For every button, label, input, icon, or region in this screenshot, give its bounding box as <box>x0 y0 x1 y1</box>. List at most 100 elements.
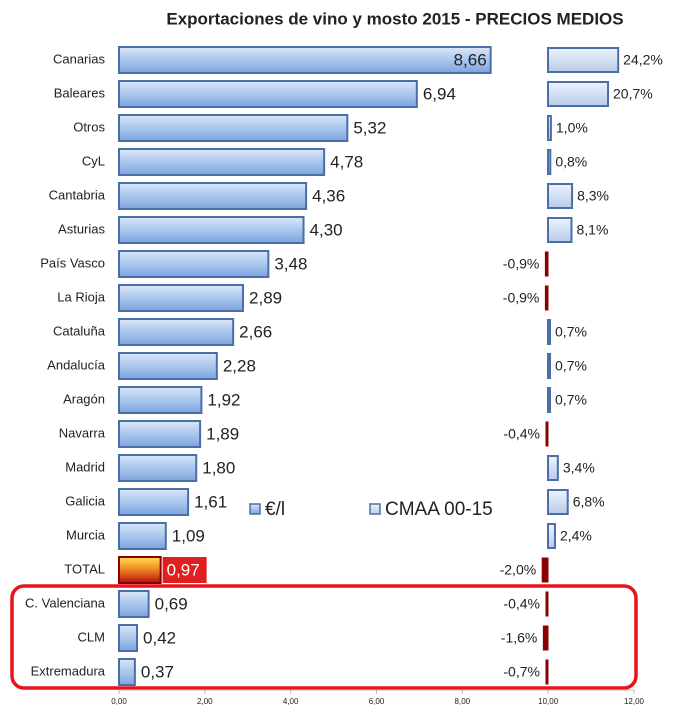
bar <box>118 386 203 414</box>
bar <box>118 624 139 652</box>
x-tick-label: 8,00 <box>455 697 471 706</box>
value-label: -1,6% <box>501 630 538 646</box>
bar <box>118 590 150 618</box>
bar <box>118 182 308 210</box>
value-label: 3,48 <box>274 254 307 273</box>
category-label: La Rioja <box>57 289 105 304</box>
x-tick-label: 4,00 <box>283 697 299 706</box>
bar <box>547 183 574 209</box>
x-tick-label: 6,00 <box>369 697 385 706</box>
category-label: Baleares <box>54 85 106 100</box>
bar <box>118 488 190 516</box>
bar <box>542 625 549 651</box>
bar <box>547 523 556 549</box>
x-tick-label: 2,00 <box>197 697 213 706</box>
value-label: 1,0% <box>556 120 588 136</box>
value-label: 8,3% <box>577 188 609 204</box>
category-label: Navarra <box>59 425 106 440</box>
bar <box>547 455 559 481</box>
chart-title: Exportaciones de vino y mosto 2015 - PRE… <box>166 9 623 28</box>
value-label: 1,09 <box>172 526 205 545</box>
value-label: 0,69 <box>155 594 188 613</box>
value-label: 1,61 <box>194 492 227 511</box>
category-label: Madrid <box>65 459 105 474</box>
bar <box>547 353 552 379</box>
bar <box>118 250 270 278</box>
legend-swatch <box>369 503 381 515</box>
bar <box>118 284 245 312</box>
legend-swatch <box>249 503 261 515</box>
value-label: 0,97 <box>167 560 200 579</box>
bar <box>118 658 136 686</box>
bar <box>544 285 549 311</box>
bar <box>541 557 549 583</box>
bar <box>545 421 549 447</box>
value-label: 2,28 <box>223 356 256 375</box>
value-label: 8,1% <box>576 222 608 238</box>
value-label: 3,4% <box>563 460 595 476</box>
category-label: Otros <box>73 119 105 134</box>
bar <box>547 81 610 107</box>
value-label: 4,36 <box>312 186 345 205</box>
category-label: Canarias <box>53 51 106 66</box>
category-label: Murcia <box>66 527 106 542</box>
value-label: 0,7% <box>555 392 587 408</box>
value-label: 1,80 <box>202 458 235 477</box>
bar <box>118 522 167 550</box>
value-label: -0,4% <box>503 426 540 442</box>
category-label: Andalucía <box>47 357 106 372</box>
category-label: CyL <box>82 153 105 168</box>
category-label: Asturias <box>58 221 105 236</box>
value-label: 1,92 <box>207 390 240 409</box>
value-label: 2,66 <box>239 322 272 341</box>
x-tick-label: 12,00 <box>624 697 645 706</box>
value-label: 20,7% <box>613 86 653 102</box>
category-label: C. Valenciana <box>25 595 106 610</box>
value-label: 0,7% <box>555 324 587 340</box>
category-label: Cataluña <box>53 323 106 338</box>
bar <box>547 149 552 175</box>
bar <box>118 80 418 108</box>
bar <box>118 148 326 176</box>
category-label: CLM <box>78 629 105 644</box>
category-label: Aragón <box>63 391 105 406</box>
category-label: País Vasco <box>40 255 105 270</box>
value-label: 5,32 <box>353 118 386 137</box>
value-label: 2,4% <box>560 528 592 544</box>
x-tick-label: 10,00 <box>538 697 559 706</box>
value-label: 24,2% <box>623 52 663 68</box>
value-label: 4,30 <box>310 220 343 239</box>
value-label: 6,94 <box>423 84 456 103</box>
value-label: 6,8% <box>573 494 605 510</box>
bar <box>118 454 198 482</box>
value-label-bg <box>162 557 207 583</box>
bar <box>544 251 549 277</box>
bar <box>545 591 549 617</box>
value-label: 1,89 <box>206 424 239 443</box>
value-label: -2,0% <box>500 562 537 578</box>
value-label: 0,37 <box>141 662 174 681</box>
value-label: -0,9% <box>503 256 540 272</box>
category-label: Extremadura <box>31 663 106 678</box>
bar <box>547 217 573 243</box>
bar <box>547 319 552 345</box>
value-label: 0,7% <box>555 358 587 374</box>
bar <box>547 387 552 413</box>
value-label: 0,42 <box>143 628 176 647</box>
category-label: TOTAL <box>64 561 105 576</box>
legend-label: €/l <box>265 499 285 520</box>
value-label: 4,78 <box>330 152 363 171</box>
highlight-frame <box>10 584 638 690</box>
bar <box>118 318 235 346</box>
category-label: Galicia <box>65 493 106 508</box>
bar <box>547 47 620 73</box>
legend-label: CMAA 00-15 <box>385 499 493 520</box>
category-label: Cantabria <box>49 187 106 202</box>
bar <box>118 420 202 448</box>
bar <box>118 352 218 380</box>
bar <box>118 216 305 244</box>
value-label: -0,7% <box>503 664 540 680</box>
bar <box>118 46 492 74</box>
value-label: 2,89 <box>249 288 282 307</box>
